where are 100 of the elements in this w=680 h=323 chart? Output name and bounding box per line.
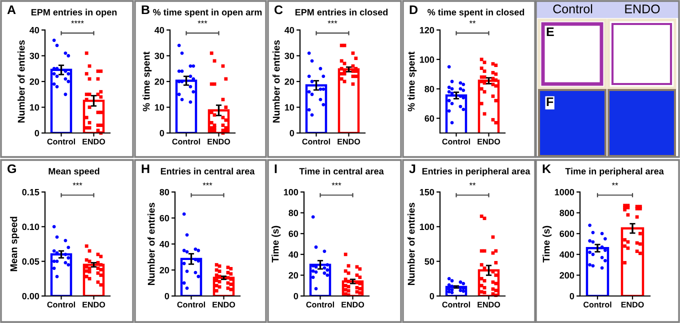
y-tick-label: 40 xyxy=(154,26,164,34)
text: J xyxy=(409,164,416,174)
y-tick-label: 120 xyxy=(420,26,434,34)
y-tick-label: 0.00 xyxy=(22,292,40,300)
text: C xyxy=(274,5,283,14)
y-axis-title: % time spent xyxy=(142,52,152,112)
x-tick-label: ENDO xyxy=(621,302,644,308)
y-tick-label: 100 xyxy=(420,56,434,63)
y-tick-label: 150 xyxy=(420,188,434,196)
text: E xyxy=(546,27,554,36)
chart-title: EPM entries in open xyxy=(31,8,117,18)
category-label: Control xyxy=(553,4,592,14)
text: *** xyxy=(202,182,212,186)
y-axis-title: Number of entries xyxy=(272,40,280,122)
chart-title: Entries in peripheral area xyxy=(422,168,530,176)
y-tick-label: 0 xyxy=(34,130,40,136)
y-tick-label: 60 xyxy=(160,214,170,222)
y-tick-label: 50 xyxy=(424,258,434,265)
chart-title: Mean speed xyxy=(48,168,100,176)
x-tick-label: Control xyxy=(177,302,205,308)
text: F xyxy=(546,97,554,106)
chart-title: Time in peripheral area xyxy=(565,168,664,176)
text: *** xyxy=(332,182,342,186)
y-tick-label: 0 xyxy=(164,292,170,300)
text: H xyxy=(142,164,150,174)
y-tick-label: 200 xyxy=(560,272,574,279)
x-tick-label: Control xyxy=(584,302,612,308)
y-tick-label: 30 xyxy=(30,52,40,60)
y-tick-label: 600 xyxy=(560,230,574,237)
y-axis-title: % time spent xyxy=(408,52,417,112)
y-tick-label: 1000 xyxy=(554,188,574,196)
y-tick-label: 400 xyxy=(560,251,574,258)
text: ** xyxy=(612,182,618,186)
y-tick-label: 0 xyxy=(570,292,574,300)
x-tick-label: Control xyxy=(302,138,330,144)
text: *** xyxy=(198,20,208,24)
text: *** xyxy=(72,182,82,186)
y-axis-title: Number of entries xyxy=(148,202,155,285)
y-tick-label: 80 xyxy=(160,188,170,196)
chart-title: EPM entries in closed xyxy=(295,8,388,16)
y-tick-label: 20 xyxy=(288,272,298,279)
y-axis-title: Number of entries xyxy=(408,202,415,285)
y-axis-title: Number of entries xyxy=(18,40,25,122)
x-tick-label: ENDO xyxy=(338,138,360,144)
y-tick-label: 0 xyxy=(290,130,294,136)
y-tick-label: 10 xyxy=(154,104,164,111)
y-tick-label: 0 xyxy=(294,292,298,300)
x-tick-label: ENDO xyxy=(478,302,500,308)
y-tick-label: 0 xyxy=(430,292,434,300)
y-tick-label: 800 xyxy=(560,210,574,216)
x-tick-label: ENDO xyxy=(82,302,106,308)
y-tick-label: 100 xyxy=(284,188,298,196)
y-tick-label: 30 xyxy=(154,52,164,60)
category-label: ENDO xyxy=(625,4,660,14)
chart-title: Time in central area xyxy=(299,168,384,174)
text: K xyxy=(542,164,551,174)
y-tick-label: 60 xyxy=(424,115,434,122)
x-tick-label: Control xyxy=(442,138,470,144)
x-tick-label: ENDO xyxy=(212,302,236,308)
y-tick-label: 40 xyxy=(160,240,170,248)
x-tick-label: ENDO xyxy=(208,138,230,144)
y-tick-label: 0 xyxy=(160,130,164,136)
x-tick-label: ENDO xyxy=(478,138,500,144)
y-tick-label: 100 xyxy=(420,224,434,230)
x-tick-label: Control xyxy=(442,302,470,308)
text: B xyxy=(142,5,150,14)
y-tick-label: 0.05 xyxy=(22,258,40,265)
y-tick-label: 10 xyxy=(284,104,294,111)
y-tick-label: 30 xyxy=(284,52,294,60)
x-tick-label: Control xyxy=(172,138,200,144)
y-tick-label: 20 xyxy=(30,78,40,85)
y-tick-label: 80 xyxy=(288,210,298,216)
text: G xyxy=(8,164,16,174)
y-tick-label: 40 xyxy=(30,26,40,34)
x-tick-label: ENDO xyxy=(82,138,106,144)
x-tick-label: Control xyxy=(306,302,334,308)
y-tick-label: 10 xyxy=(30,104,40,111)
y-axis-title: Mean speed xyxy=(10,216,20,272)
x-tick-label: Control xyxy=(47,302,75,308)
y-tick-label: 40 xyxy=(288,251,298,258)
y-tick-label: 20 xyxy=(154,78,164,85)
chart-title: % time spent in closed xyxy=(428,8,524,18)
y-axis-title: Time (s) xyxy=(542,226,552,262)
text: ** xyxy=(469,182,476,186)
text: **** xyxy=(71,20,84,24)
y-tick-label: 0.15 xyxy=(22,188,40,196)
y-tick-label: 0.10 xyxy=(22,224,40,230)
x-tick-label: ENDO xyxy=(342,302,364,308)
y-tick-label: 20 xyxy=(160,266,170,274)
text: ** xyxy=(469,20,476,24)
x-tick-label: Control xyxy=(47,138,75,144)
y-tick-label: 80 xyxy=(424,86,434,92)
y-tick-label: 20 xyxy=(284,78,294,85)
y-axis-title: Time (s) xyxy=(272,226,281,262)
y-tick-label: 40 xyxy=(284,26,294,34)
text: I xyxy=(274,164,277,174)
chart-title: Entries in central area xyxy=(160,168,255,174)
y-tick-label: 60 xyxy=(288,230,298,237)
text: *** xyxy=(328,20,338,24)
text: A xyxy=(7,5,16,14)
